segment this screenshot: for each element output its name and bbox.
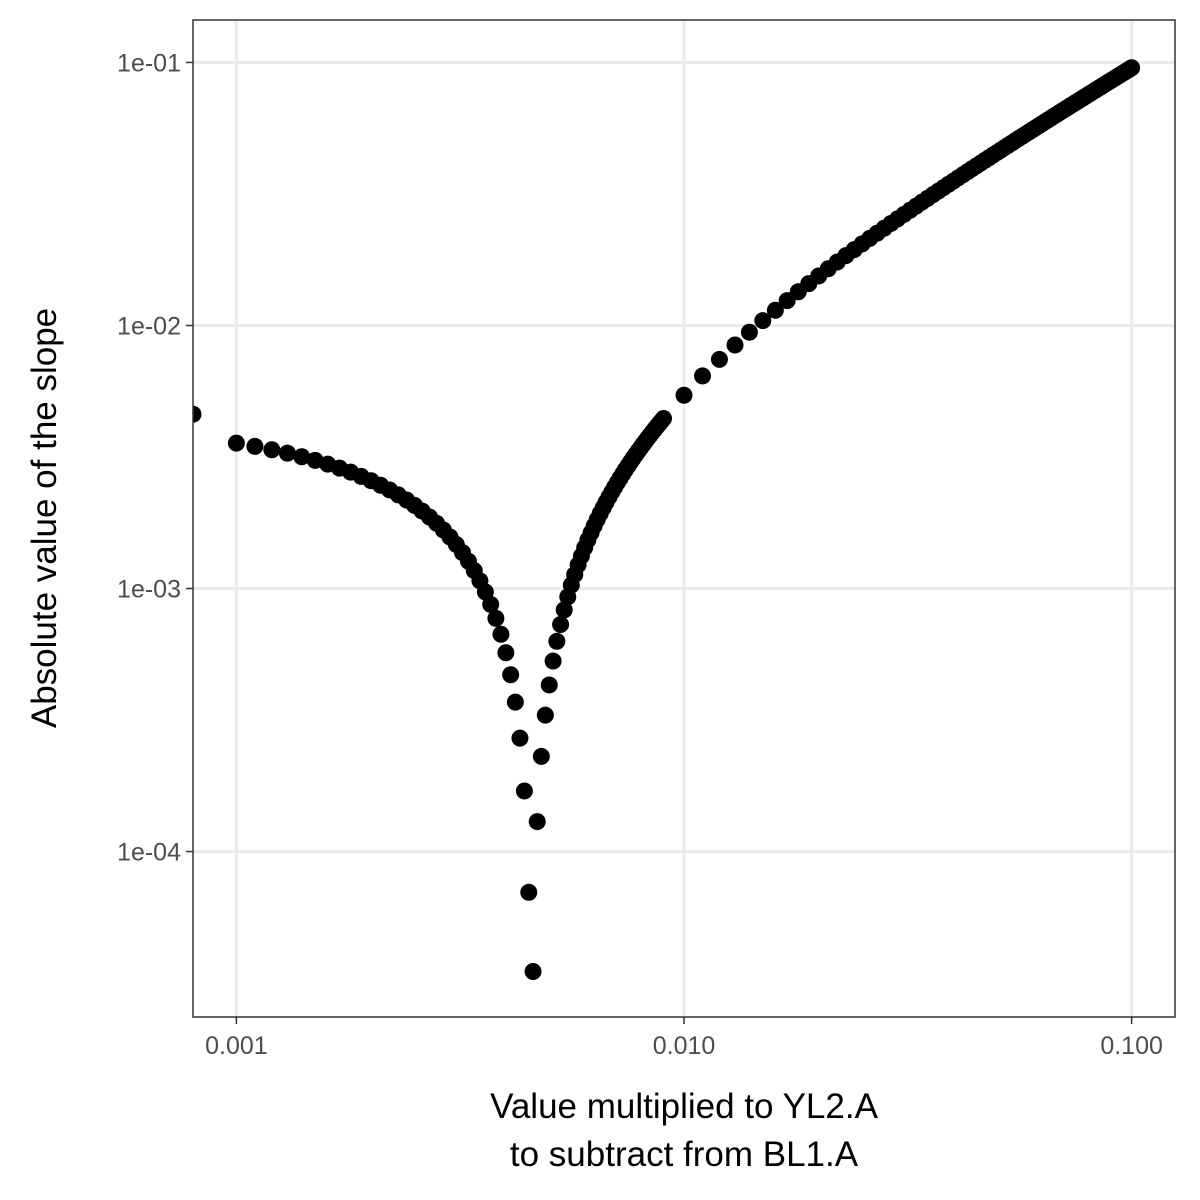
data-point [766, 301, 784, 319]
data-points [193, 59, 1141, 980]
data-point [293, 448, 311, 466]
y-tick-label: 1e-04 [117, 839, 181, 867]
data-point [524, 962, 542, 980]
data-point [487, 609, 505, 627]
data-point [740, 323, 758, 341]
data-point [536, 706, 554, 724]
x-axis-title-line-2: to subtract from BL1.A [510, 1135, 859, 1174]
data-point [555, 601, 573, 619]
data-point [548, 632, 566, 650]
data-point [511, 729, 529, 747]
data-point [506, 693, 524, 711]
data-point [726, 336, 744, 354]
data-point [544, 652, 562, 670]
data-point [278, 444, 296, 462]
y-tick-label: 1e-02 [117, 312, 181, 340]
data-point [675, 386, 693, 404]
y-axis-title: Absolute value of the slope [25, 308, 64, 728]
x-axis-title-line-1: Value multiplied to YL2.A [490, 1087, 878, 1126]
x-tick-label: 0.010 [653, 1032, 716, 1060]
data-point [528, 813, 546, 831]
data-point [482, 595, 500, 613]
data-point [193, 405, 202, 423]
data-point [532, 747, 550, 765]
data-point [1123, 59, 1141, 77]
data-point [515, 782, 533, 800]
data-point [520, 883, 538, 901]
data-point [497, 644, 515, 662]
data-point [540, 676, 558, 694]
data-point [246, 437, 264, 455]
x-tick-label: 0.100 [1100, 1032, 1163, 1060]
data-point [710, 350, 728, 368]
axis-ticks: 0.001 0.010 0.100 1e-01 1e-02 1e-03 1e-04 [117, 49, 1163, 1060]
data-point [754, 312, 772, 330]
data-point [502, 666, 520, 684]
grid-lines [193, 20, 1175, 1017]
data-point [655, 409, 673, 427]
x-tick-label: 0.001 [205, 1032, 268, 1060]
data-point [552, 615, 570, 633]
data-point [263, 441, 281, 459]
y-tick-label: 1e-03 [117, 576, 181, 604]
data-point [227, 434, 245, 452]
y-tick-label: 1e-01 [117, 49, 181, 77]
data-point [492, 625, 510, 643]
data-point [694, 367, 712, 385]
